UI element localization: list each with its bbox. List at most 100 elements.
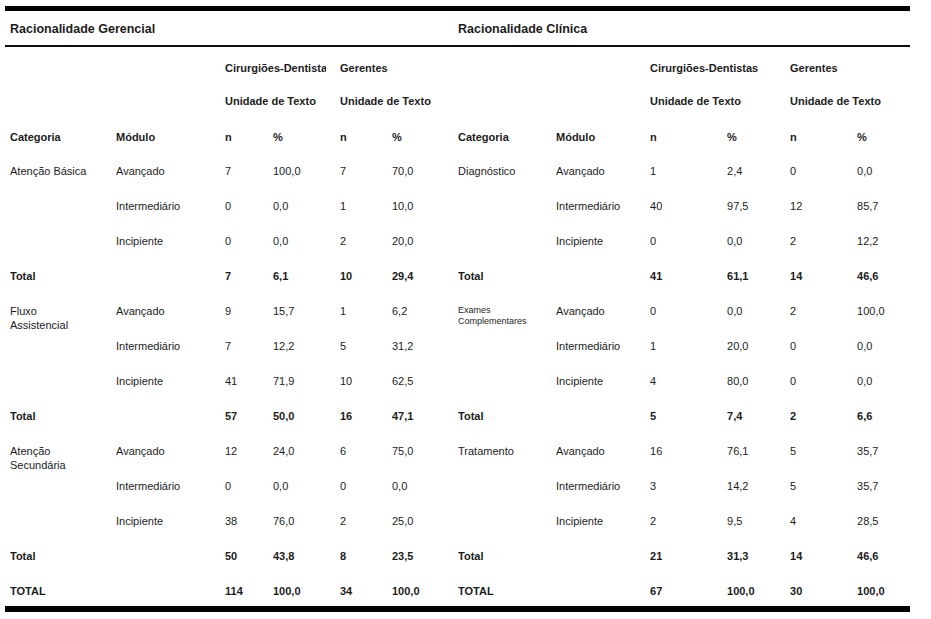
managers-group-header: Gerentes [340, 47, 452, 94]
managers-pct-cell: 0,0 [392, 479, 452, 514]
table-row: Incipiente4171,91062,5 [10, 374, 452, 409]
total-row: Total57,426,6 [458, 409, 910, 444]
dentists-pct-cell: 7,4 [727, 409, 790, 444]
clinica-table: Cirurgiões-Dentistas Gerentes Unidade de… [458, 47, 910, 606]
group-header-row: Cirurgiões-Dentistas Gerentes [458, 47, 910, 94]
managers-pct-cell: 12,2 [857, 234, 910, 269]
module-cell [556, 549, 650, 584]
table-row: Incipiente29,5428,5 [458, 514, 910, 549]
category-cell: Fluxo Assistencial [10, 304, 116, 339]
category-cell: Total [10, 269, 116, 304]
dentists-pct-cell: 31,3 [727, 549, 790, 584]
dentists-pct-cell: 76,0 [273, 514, 340, 549]
managers-pct-cell: 75,0 [392, 444, 452, 479]
right-panel-title: Racionalidade Clínica [458, 22, 587, 36]
managers-n-cell: 2 [340, 234, 392, 269]
dentists-n-cell: 57 [225, 409, 273, 444]
dentists-pct-cell: 6,1 [273, 269, 340, 304]
managers-pct-cell: 46,6 [857, 549, 910, 584]
module-cell: Intermediário [116, 479, 225, 514]
managers-pct-cell: 85,7 [857, 199, 910, 234]
managers-n-cell: 5 [790, 444, 857, 479]
module-cell: Incipiente [556, 374, 650, 409]
table-row: Intermediário314,2535,7 [458, 479, 910, 514]
managers-pct-cell: 28,5 [857, 514, 910, 549]
table-row: Intermediário00,0110,0 [10, 199, 452, 234]
managers-pct-cell: 100,0 [857, 304, 910, 339]
managers-pct-cell: 35,7 [857, 479, 910, 514]
managers-pct-cell: 29,4 [392, 269, 452, 304]
managers-n-cell: 16 [340, 409, 392, 444]
managers-n-cell: 34 [340, 584, 392, 606]
module-cell [556, 584, 650, 606]
category-cell: Total [458, 269, 556, 304]
module-cell [116, 584, 225, 606]
dentists-n-cell: 41 [650, 269, 727, 304]
category-cell [458, 374, 556, 409]
dentists-pct-cell: 24,0 [273, 444, 340, 479]
table-row: Intermediário712,2531,2 [10, 339, 452, 374]
unit-header-row: Unidade de Texto Unidade de Texto [10, 94, 452, 130]
total-row: Total76,11029,4 [10, 269, 452, 304]
dentists-n-cell: 114 [225, 584, 273, 606]
total-row: TOTAL114100,034100,0 [10, 584, 452, 606]
managers-pct-cell: 47,1 [392, 409, 452, 444]
dentists-pct-cell: 0,0 [727, 304, 790, 339]
managers-n-cell: 1 [340, 199, 392, 234]
table-row: Incipiente3876,0225,0 [10, 514, 452, 549]
module-cell: Incipiente [116, 374, 225, 409]
group-header-row: Cirurgiões-Dentistas Gerentes [10, 47, 452, 94]
dentists-pct-cell: 71,9 [273, 374, 340, 409]
module-cell: Intermediário [116, 199, 225, 234]
dentists-n-cell: 5 [650, 409, 727, 444]
dentists-group-header: Cirurgiões-Dentistas [225, 47, 340, 94]
table-row: Intermediário120,000,0 [458, 339, 910, 374]
category-cell [458, 339, 556, 374]
dentists-pct-cell: 0,0 [273, 479, 340, 514]
module-cell: Avançado [556, 304, 650, 339]
managers-pct-cell: 100,0 [392, 584, 452, 606]
category-cell: Atenção Secundária [10, 444, 116, 479]
panels-container: Cirurgiões-Dentistas Gerentes Unidade de… [5, 47, 910, 606]
dentists-n-cell: 9 [225, 304, 273, 339]
table-row: Incipiente00,0220,0 [10, 234, 452, 269]
managers-pct-cell: 35,7 [857, 444, 910, 479]
managers-pct-column-header: % [857, 130, 910, 164]
category-cell [10, 234, 116, 269]
dentists-n-cell: 0 [650, 304, 727, 339]
managers-n-cell: 12 [790, 199, 857, 234]
empty-cell [556, 47, 650, 94]
managers-n-cell: 7 [340, 164, 392, 199]
managers-pct-cell: 6,6 [857, 409, 910, 444]
dentists-n-cell: 0 [650, 234, 727, 269]
module-cell: Avançado [116, 304, 225, 339]
category-cell [458, 479, 556, 514]
dentists-n-cell: 38 [225, 514, 273, 549]
managers-group-header: Gerentes [790, 47, 910, 94]
dentists-n-cell: 0 [225, 234, 273, 269]
dentists-pct-cell: 20,0 [727, 339, 790, 374]
managers-pct-cell: 10,0 [392, 199, 452, 234]
dentists-pct-cell: 9,5 [727, 514, 790, 549]
managers-pct-column-header: % [392, 130, 452, 164]
module-cell: Incipiente [116, 514, 225, 549]
managers-unit-header: Unidade de Texto [790, 94, 910, 130]
dentists-n-cell: 41 [225, 374, 273, 409]
managers-n-cell: 14 [790, 549, 857, 584]
dentists-pct-cell: 50,0 [273, 409, 340, 444]
module-cell: Intermediário [556, 199, 650, 234]
empty-cell [116, 94, 225, 130]
dentists-pct-cell: 0,0 [273, 234, 340, 269]
managers-n-cell: 2 [790, 234, 857, 269]
table-row: DiagnósticoAvançado12,400,0 [458, 164, 910, 199]
module-cell [116, 549, 225, 584]
empty-cell [116, 47, 225, 94]
empty-cell [10, 94, 116, 130]
category-cell: Total [10, 549, 116, 584]
dentists-n-cell: 40 [650, 199, 727, 234]
dentists-n-cell: 16 [650, 444, 727, 479]
managers-pct-cell: 20,0 [392, 234, 452, 269]
table-row: TratamentoAvançado1676,1535,7 [458, 444, 910, 479]
dentists-unit-header: Unidade de Texto [650, 94, 790, 130]
dentists-pct-cell: 2,4 [727, 164, 790, 199]
